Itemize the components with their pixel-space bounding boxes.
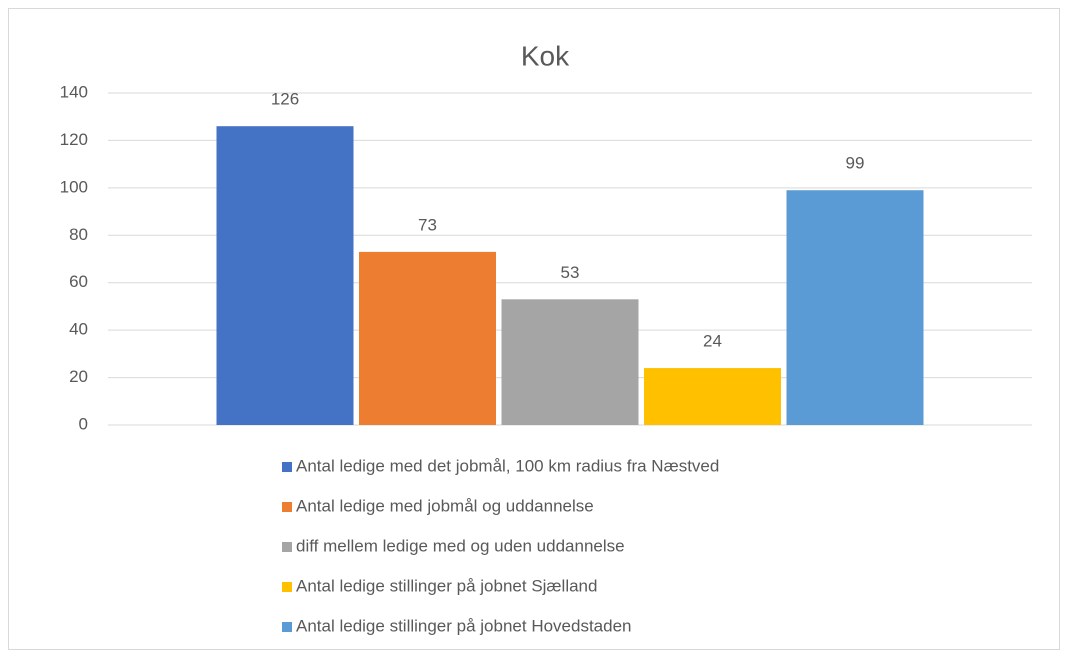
bar [786,190,924,425]
legend-label: Antal ledige med jobmål og uddannelse [296,496,594,515]
y-tick-label: 140 [60,82,88,101]
bar [501,299,639,425]
bar [216,126,354,425]
bar [359,251,496,425]
data-label: 24 [703,332,722,351]
y-tick-label: 80 [69,225,88,244]
bar [644,368,781,425]
y-tick-label: 120 [60,130,88,149]
legend-label: Antal ledige stillinger på jobnet Hoveds… [296,616,632,635]
legend-label: diff mellem ledige med og uden uddannels… [296,536,625,555]
legend-label: Antal ledige med det jobmål, 100 km radi… [296,456,719,475]
y-tick-label: 40 [69,320,88,339]
legend-swatch [282,582,292,592]
y-tick-label: 60 [69,272,88,291]
legend-swatch [282,502,292,512]
y-tick-label: 20 [69,367,88,386]
y-tick-label: 100 [60,177,88,196]
legend-swatch [282,622,292,632]
legend-swatch [282,542,292,552]
legend-label: Antal ledige stillinger på jobnet Sjælla… [296,576,597,595]
chart-title: Kok [521,40,570,71]
data-label: 126 [271,90,299,109]
data-label: 53 [561,263,580,282]
y-tick-label: 0 [79,414,88,433]
legend-swatch [282,462,292,472]
data-label: 73 [418,215,437,234]
data-label: 99 [846,154,865,173]
